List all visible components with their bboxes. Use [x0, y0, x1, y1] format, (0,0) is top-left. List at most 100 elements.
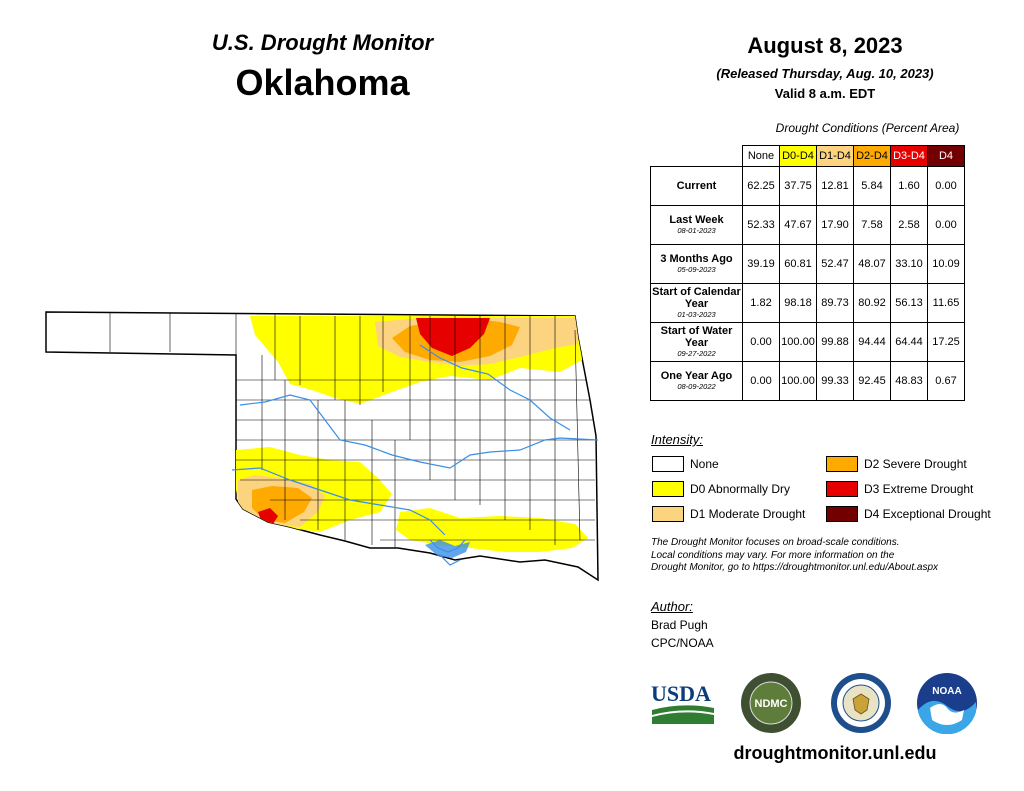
- table-cell: 56.13: [890, 283, 928, 323]
- row-label: Start of Water Year 09-27-2022: [650, 322, 743, 362]
- usda-logo: USDA: [651, 681, 714, 724]
- table-cell: 47.67: [779, 205, 817, 245]
- row-date: 09-27-2022: [677, 349, 716, 358]
- legend-item-d1: D1 Moderate Drought: [652, 506, 805, 522]
- legend-label: D2 Severe Drought: [864, 457, 967, 471]
- table-cell: 0.00: [742, 322, 780, 362]
- row-label-text: Last Week: [669, 214, 724, 226]
- table-cell: 0.00: [742, 361, 780, 401]
- table-cell: 80.92: [853, 283, 891, 323]
- table-cell: 12.81: [816, 166, 854, 206]
- lake-texoma: [425, 540, 470, 558]
- ndmc-logo-text: NDMC: [755, 698, 788, 710]
- col-d4: D4: [927, 145, 965, 167]
- table-row: One Year Ago 08-09-2022 0.00 100.00 99.33…: [650, 361, 965, 401]
- col-none: None: [742, 145, 780, 167]
- table-cell: 100.00: [779, 322, 817, 362]
- legend-swatch: [826, 456, 858, 472]
- col-d1-d4: D1-D4: [816, 145, 854, 167]
- legend-swatch: [652, 481, 684, 497]
- disclaimer-line: Local conditions may vary. For more info…: [651, 549, 895, 561]
- row-date: 08-09-2022: [677, 382, 716, 391]
- disclaimer-line: The Drought Monitor focuses on broad-sca…: [651, 537, 900, 548]
- legend-item-d4: D4 Exceptional Drought: [826, 506, 991, 522]
- row-label: 3 Months Ago 05-09-2023: [650, 244, 743, 284]
- table-cell: 2.58: [890, 205, 928, 245]
- row-label: Last Week 08-01-2023: [650, 205, 743, 245]
- col-d3-d4: D3-D4: [890, 145, 928, 167]
- author-org: CPC/NOAA: [651, 636, 714, 650]
- row-label-text: Start of Water Year: [660, 325, 733, 349]
- col-d0-d4: D0-D4: [779, 145, 817, 167]
- legend-label: D4 Exceptional Drought: [864, 507, 991, 521]
- table-cell: 99.33: [816, 361, 854, 401]
- table-row: Start of Water Year 09-27-2022 0.00 100.0…: [650, 322, 965, 362]
- table-cell: 1.60: [890, 166, 928, 206]
- legend-label: D3 Extreme Drought: [864, 482, 974, 496]
- table-cell: 0.00: [927, 205, 965, 245]
- legend-item-d3: D3 Extreme Drought: [826, 481, 973, 497]
- table-cell: 94.44: [853, 322, 891, 362]
- table-cell: 0.00: [927, 166, 965, 206]
- d3-area-north: [416, 318, 490, 356]
- row-label: Current: [650, 166, 743, 206]
- row-date: 05-09-2023: [677, 265, 716, 274]
- legend-item-d2: D2 Severe Drought: [826, 456, 967, 472]
- table-header-row: None D0-D4 D1-D4 D2-D4 D3-D4 D4: [650, 145, 965, 167]
- table-cell: 52.33: [742, 205, 780, 245]
- table-row: Last Week 08-01-2023 52.33 47.67 17.90 7.…: [650, 205, 965, 245]
- table-cell: 48.83: [890, 361, 928, 401]
- legend-swatch: [652, 506, 684, 522]
- table-cell: 7.58: [853, 205, 891, 245]
- table-corner: [650, 145, 743, 167]
- legend-swatch: [826, 506, 858, 522]
- table-row: Current 62.25 37.75 12.81 5.84 1.60 0.00: [650, 166, 965, 206]
- d0-area-south: [396, 508, 588, 552]
- website-url: droughtmonitor.unl.edu: [733, 743, 937, 763]
- col-d2-d4: D2-D4: [853, 145, 891, 167]
- disclaimer: The Drought Monitor focuses on broad-sca…: [651, 537, 1011, 575]
- author-name: Brad Pugh: [651, 618, 708, 632]
- row-label-text: 3 Months Ago: [660, 253, 733, 265]
- release-date: (Released Thursday, Aug. 10, 2023): [716, 66, 934, 81]
- table-cell: 99.88: [816, 322, 854, 362]
- table-cell: 100.00: [779, 361, 817, 401]
- table-cell: 48.07: [853, 244, 891, 284]
- table-cell: 37.75: [779, 166, 817, 206]
- table-cell: 62.25: [742, 166, 780, 206]
- table-cell: 10.09: [927, 244, 965, 284]
- commerce-seal: [831, 673, 891, 733]
- row-label-text: Current: [676, 180, 717, 192]
- table-cell: 39.19: [742, 244, 780, 284]
- legend-label: D1 Moderate Drought: [690, 507, 806, 521]
- table-cell: 98.18: [779, 283, 817, 323]
- table-caption: Drought Conditions (Percent Area): [775, 121, 960, 135]
- table-cell: 17.90: [816, 205, 854, 245]
- legend-item-d0: D0 Abnormally Dry: [652, 481, 790, 497]
- author-heading: Author:: [651, 599, 693, 614]
- usda-logo-text: USDA: [651, 681, 711, 706]
- table-cell: 17.25: [927, 322, 965, 362]
- table-cell: 5.84: [853, 166, 891, 206]
- ndmc-logo: NDMC: [741, 673, 801, 733]
- noaa-logo: NOAA: [917, 673, 977, 734]
- county-lines: [109, 312, 595, 548]
- valid-time: Valid 8 a.m. EDT: [774, 86, 876, 101]
- row-date: 01-03-2023: [677, 310, 716, 319]
- row-label: Start of Calendar Year 01-03-2023: [650, 283, 743, 323]
- program-title: U.S. Drought Monitor: [211, 30, 434, 55]
- row-date: 08-01-2023: [677, 226, 716, 235]
- table-cell: 11.65: [927, 283, 965, 323]
- table-row: 3 Months Ago 05-09-2023 39.19 60.81 52.47…: [650, 244, 965, 284]
- table-cell: 1.82: [742, 283, 780, 323]
- noaa-logo-text: NOAA: [932, 686, 961, 697]
- table-cell: 52.47: [816, 244, 854, 284]
- row-label-text: One Year Ago: [660, 370, 733, 382]
- map-date: August 8, 2023: [747, 33, 903, 58]
- legend-swatch: [826, 481, 858, 497]
- table-cell: 0.67: [927, 361, 965, 401]
- row-label-text: Start of Calendar Year: [652, 286, 741, 310]
- table-row: Start of Calendar Year 01-03-2023 1.82 98…: [650, 283, 965, 323]
- legend-swatch: [652, 456, 684, 472]
